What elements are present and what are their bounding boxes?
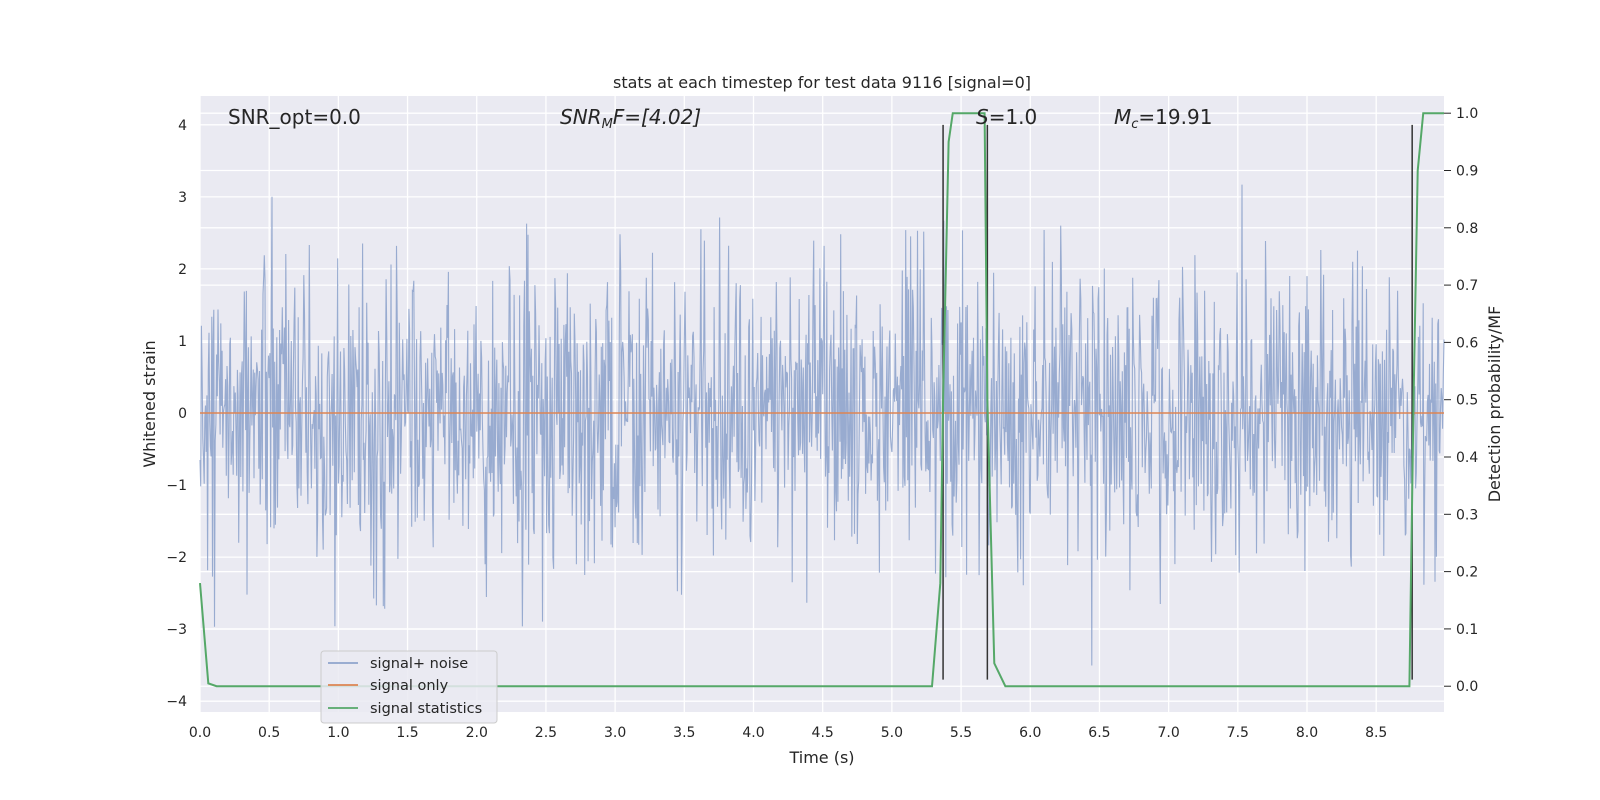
- y-right-tick-label: 0.1: [1456, 622, 1478, 638]
- x-tick-label: 6.0: [1019, 725, 1041, 741]
- x-tick-label: 4.5: [812, 725, 834, 741]
- annotation-mc: Mc=19.91: [1114, 105, 1212, 132]
- x-tick-label: 1.0: [327, 725, 349, 741]
- series-layer: [199, 112, 1445, 688]
- legend-label-signal-statistics: signal statistics: [370, 701, 482, 717]
- plot-area: [200, 96, 1444, 712]
- y-right-tick-label: 0.5: [1456, 393, 1478, 409]
- annotation-snr-mf-base: SNR: [560, 105, 602, 129]
- x-tick-label: 7.0: [1157, 725, 1179, 741]
- x-tick-label: 0.5: [258, 725, 280, 741]
- y-right-tick-label: 0.2: [1456, 565, 1478, 581]
- annotation-snr-opt: SNR_opt=0.0: [228, 105, 361, 129]
- y-axis-right-label: Detection probability/MF: [1485, 306, 1504, 503]
- y-right-tick-label: 1.0: [1456, 106, 1478, 122]
- x-tick-label: 3.0: [604, 725, 626, 741]
- y-right-tick-label: 0.0: [1456, 679, 1478, 695]
- annotation-snr-mf: SNRMF=[4.02]: [560, 105, 701, 132]
- annotation-s-rest: =1.0: [989, 105, 1038, 129]
- y-tick-label: 3: [178, 190, 187, 206]
- annotation-s: S=1.0: [976, 105, 1037, 129]
- y-right-tick-label: 0.7: [1456, 278, 1478, 294]
- ticks: 0.0 0.5 1.0 1.5 2.0 2.5 3.0 3.5 4.0 4.5 5.0 5.5 6.0 6…: [166, 106, 1478, 741]
- y-tick-label: −4: [166, 694, 187, 710]
- annotation-mc-base: M: [1114, 105, 1131, 129]
- x-tick-label: 8.5: [1365, 725, 1387, 741]
- annotation-s-label: S: [976, 105, 989, 129]
- y-right-tick-label: 0.8: [1456, 221, 1478, 237]
- y-tick-label: −3: [166, 622, 187, 638]
- x-tick-label: 4.0: [742, 725, 764, 741]
- x-tick-label: 5.0: [881, 725, 903, 741]
- chart-title: stats at each timestep for test data 911…: [613, 73, 1031, 92]
- annotation-snr-mf-rest: F=[4.02]: [613, 105, 701, 129]
- x-tick-label: 2.5: [535, 725, 557, 741]
- x-tick-label: 7.5: [1227, 725, 1249, 741]
- y-tick-label: 0: [178, 406, 187, 422]
- annotation-mc-sub: c: [1131, 117, 1138, 132]
- y-right-tick-label: 0.6: [1456, 335, 1478, 351]
- y-tick-label: 4: [178, 118, 187, 134]
- annotation-snr-mf-sub: M: [602, 117, 613, 132]
- legend: signal+ noise signal only signal statist…: [320, 650, 498, 724]
- y-right-tick-label: 0.4: [1456, 450, 1478, 466]
- x-tick-label: 0.0: [189, 725, 211, 741]
- y-tick-label: 1: [178, 334, 187, 350]
- x-tick-label: 2.0: [466, 725, 488, 741]
- x-tick-label: 3.5: [673, 725, 695, 741]
- y-tick-label: −2: [166, 550, 187, 566]
- x-axis-label: Time (s): [788, 748, 854, 767]
- y-right-tick-label: 0.3: [1456, 507, 1478, 523]
- y-tick-label: −1: [166, 478, 187, 494]
- series-signal-statistics: [199, 112, 1444, 688]
- y-axis-label: Whitened strain: [140, 340, 159, 467]
- legend-label-signal-noise: signal+ noise: [370, 656, 468, 672]
- x-tick-label: 6.5: [1088, 725, 1110, 741]
- y-right-tick-label: 0.9: [1456, 163, 1478, 179]
- legend-box: [320, 650, 498, 724]
- x-tick-label: 8.0: [1296, 725, 1318, 741]
- legend-label-signal-only: signal only: [370, 678, 449, 694]
- y-tick-label: 2: [178, 262, 187, 278]
- series-signal-noise: [199, 184, 1445, 666]
- x-tick-label: 1.5: [396, 725, 418, 741]
- x-tick-label: 5.5: [950, 725, 972, 741]
- annotation-mc-rest: =19.91: [1138, 105, 1212, 129]
